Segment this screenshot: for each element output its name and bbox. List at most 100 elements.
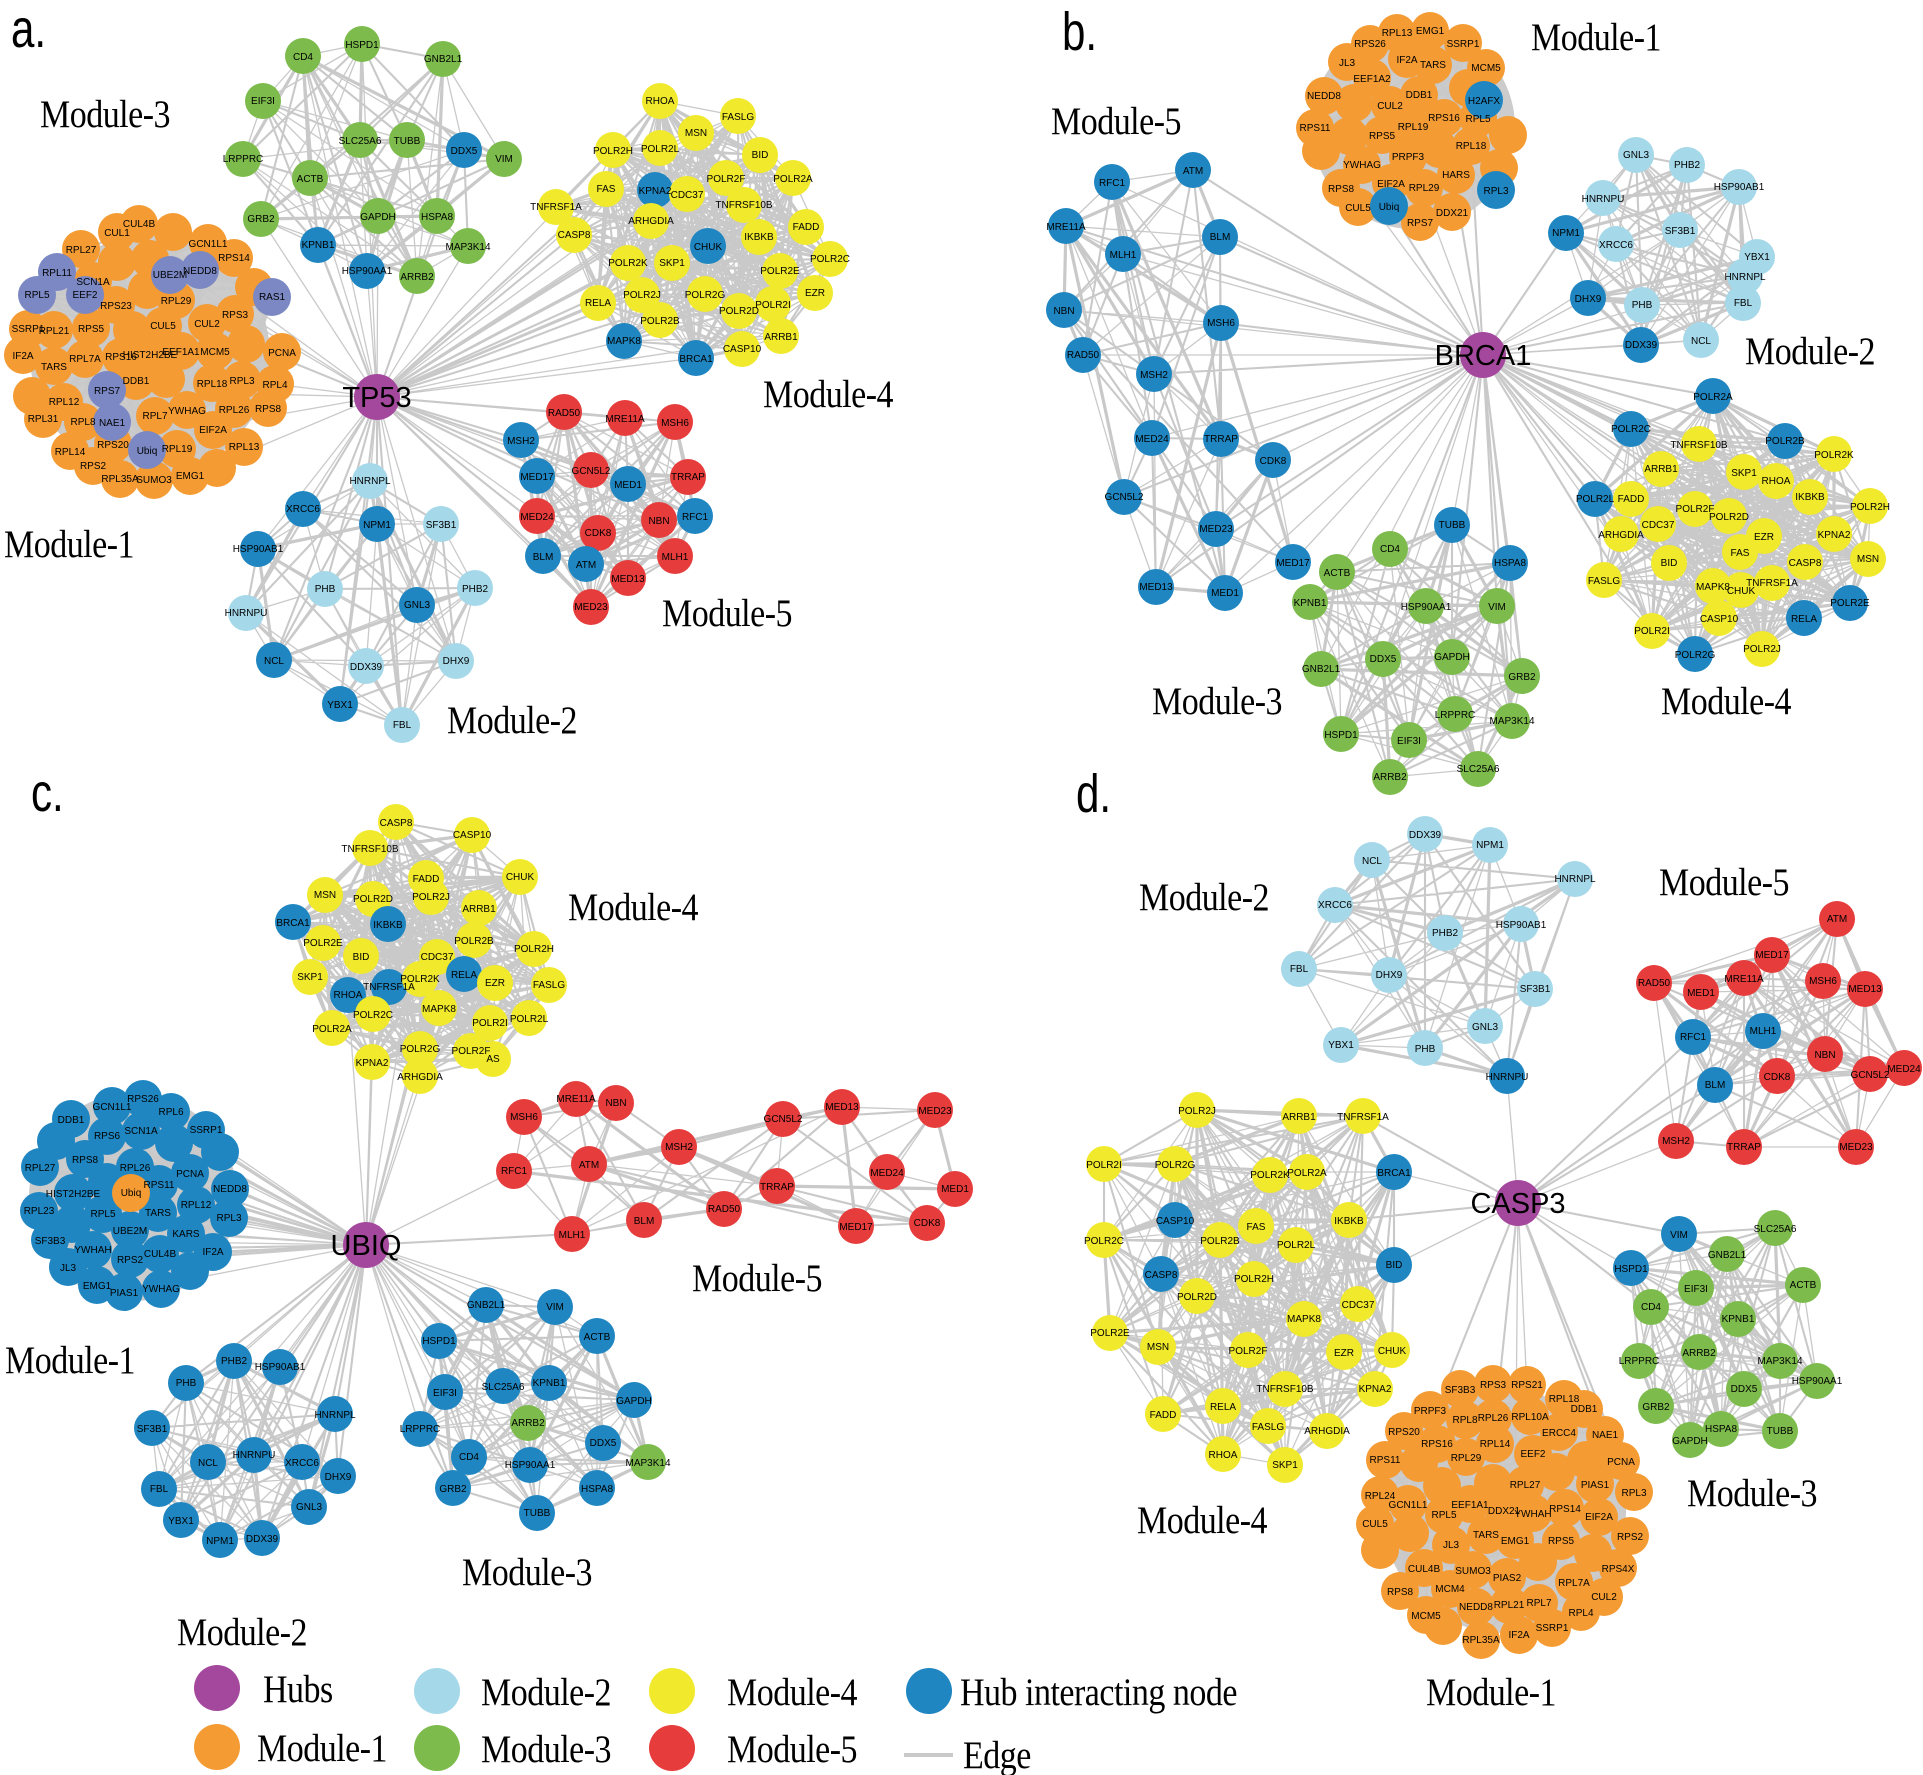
svg-text:POLR2H: POLR2H	[1234, 1274, 1274, 1285]
svg-text:RPS5: RPS5	[78, 324, 105, 335]
svg-text:CASP10: CASP10	[723, 344, 762, 355]
svg-text:HSPA8: HSPA8	[421, 212, 453, 223]
svg-text:POLR2G: POLR2G	[1675, 650, 1716, 661]
svg-text:RPS11: RPS11	[144, 1180, 175, 1191]
svg-text:d.: d.	[1076, 764, 1111, 824]
svg-text:TRRAP: TRRAP	[1204, 434, 1238, 445]
svg-text:RHOA: RHOA	[1209, 1450, 1238, 1461]
svg-text:RPS14: RPS14	[1549, 1504, 1581, 1515]
svg-text:DDX21: DDX21	[1488, 1506, 1521, 1517]
svg-text:RPL5: RPL5	[90, 1209, 115, 1220]
svg-text:POLR2K: POLR2K	[1250, 1170, 1290, 1181]
svg-text:EZR: EZR	[1754, 532, 1774, 543]
svg-text:Module-2: Module-2	[1745, 329, 1875, 373]
svg-text:MED24: MED24	[1135, 434, 1169, 445]
svg-text:RPS11: RPS11	[1300, 123, 1331, 134]
svg-text:NPM1: NPM1	[1552, 228, 1580, 239]
svg-text:POLR2F: POLR2F	[452, 1046, 491, 1057]
svg-text:RFC1: RFC1	[682, 512, 709, 523]
svg-text:DDX5: DDX5	[1731, 1384, 1758, 1395]
svg-text:HSPD1: HSPD1	[345, 40, 379, 51]
svg-text:VIM: VIM	[546, 1302, 564, 1313]
svg-text:NEDD8: NEDD8	[183, 266, 217, 277]
svg-text:POLR2C: POLR2C	[810, 254, 850, 265]
svg-text:TNFRSF1A: TNFRSF1A	[1746, 578, 1798, 589]
svg-text:MAPK8: MAPK8	[1696, 582, 1730, 593]
svg-text:LRPPRC: LRPPRC	[1619, 1356, 1660, 1367]
svg-text:SF3B3: SF3B3	[1445, 1385, 1476, 1396]
svg-text:MED17: MED17	[1276, 558, 1310, 569]
svg-text:LRPPRC: LRPPRC	[223, 154, 264, 165]
svg-text:MSH2: MSH2	[507, 436, 535, 447]
svg-text:RPS3: RPS3	[222, 310, 249, 321]
svg-text:RPS16: RPS16	[105, 352, 137, 363]
svg-text:FAS: FAS	[1731, 548, 1750, 559]
svg-text:KPNB1: KPNB1	[302, 240, 335, 251]
svg-text:GRB2: GRB2	[439, 1484, 467, 1495]
svg-text:DDB1: DDB1	[1406, 90, 1433, 101]
svg-text:IF2A: IF2A	[1396, 55, 1417, 66]
svg-text:RPL12: RPL12	[49, 397, 80, 408]
svg-text:SKP1: SKP1	[297, 972, 323, 983]
svg-text:BRCA1: BRCA1	[1435, 340, 1532, 372]
svg-text:HNRNPU: HNRNPU	[1486, 1072, 1529, 1083]
svg-text:ARRB2: ARRB2	[1373, 772, 1407, 783]
svg-text:RPS5: RPS5	[1548, 1536, 1575, 1547]
svg-text:Edge: Edge	[963, 1733, 1031, 1775]
svg-text:RPS16: RPS16	[1428, 113, 1460, 124]
svg-text:POLR2B: POLR2B	[1765, 436, 1805, 447]
svg-text:RPL7: RPL7	[1526, 1598, 1551, 1609]
svg-text:EZR: EZR	[805, 288, 825, 299]
svg-text:SF3B1: SF3B1	[1520, 984, 1551, 995]
svg-text:RPS7: RPS7	[1407, 218, 1434, 229]
svg-text:DHX9: DHX9	[443, 656, 470, 667]
svg-text:HSP90AA1: HSP90AA1	[1401, 602, 1452, 613]
svg-text:NCL: NCL	[1691, 336, 1711, 347]
svg-text:RPL12: RPL12	[181, 1200, 212, 1211]
svg-text:TUBB: TUBB	[524, 1508, 551, 1519]
svg-text:RPL6: RPL6	[158, 1107, 183, 1118]
svg-text:BID: BID	[752, 150, 769, 161]
svg-text:PIAS1: PIAS1	[110, 1288, 139, 1299]
svg-text:POLR2D: POLR2D	[1177, 1292, 1217, 1303]
svg-text:HNRNPL: HNRNPL	[349, 476, 391, 487]
svg-text:HNRNPL: HNRNPL	[314, 1410, 356, 1421]
svg-text:MAP3K14: MAP3K14	[625, 1458, 670, 1469]
svg-text:Module-2: Module-2	[447, 698, 577, 742]
svg-text:BRCA1: BRCA1	[679, 354, 713, 365]
svg-text:PIAS1: PIAS1	[1581, 1480, 1610, 1491]
svg-text:EEF2: EEF2	[72, 290, 97, 301]
svg-text:MCM5: MCM5	[200, 347, 230, 358]
svg-text:GCN1L1: GCN1L1	[93, 1102, 132, 1113]
svg-text:BID: BID	[1386, 1260, 1403, 1271]
svg-text:EIF3I: EIF3I	[1684, 1284, 1708, 1295]
svg-text:RPL21: RPL21	[39, 326, 70, 337]
svg-text:SF3B1: SF3B1	[426, 520, 457, 531]
svg-text:YBX1: YBX1	[1744, 252, 1770, 263]
svg-text:EEF1A2: EEF1A2	[1353, 74, 1391, 85]
svg-text:Ubiq: Ubiq	[1379, 202, 1400, 213]
svg-text:IKBKB: IKBKB	[373, 920, 403, 931]
svg-text:MED13: MED13	[1139, 582, 1173, 593]
svg-text:MSH2: MSH2	[1662, 1136, 1690, 1147]
svg-text:POLR2J: POLR2J	[412, 892, 450, 903]
svg-text:TARS: TARS	[145, 1208, 171, 1219]
svg-text:POLR2C: POLR2C	[353, 1010, 393, 1021]
svg-text:POLR2I: POLR2I	[472, 1018, 508, 1029]
svg-text:SCN1A: SCN1A	[76, 277, 110, 288]
svg-text:SSRP1: SSRP1	[12, 324, 45, 335]
svg-text:POLR2J: POLR2J	[1178, 1106, 1216, 1117]
svg-text:MED1: MED1	[941, 1184, 969, 1195]
svg-text:HNRNPU: HNRNPU	[225, 608, 268, 619]
svg-text:FASLG: FASLG	[1588, 576, 1620, 587]
svg-text:GCN1L1: GCN1L1	[189, 239, 228, 250]
svg-text:HSP90AB1: HSP90AB1	[1714, 182, 1765, 193]
svg-text:SUMO3: SUMO3	[136, 475, 172, 486]
svg-text:CASP8: CASP8	[1789, 558, 1822, 569]
svg-text:EZR: EZR	[1334, 1348, 1354, 1359]
svg-text:DHX9: DHX9	[325, 1472, 352, 1483]
svg-text:KPNA2: KPNA2	[1359, 1384, 1392, 1395]
svg-text:CDK8: CDK8	[1764, 1072, 1791, 1083]
svg-text:FBL: FBL	[150, 1484, 169, 1495]
svg-text:RELA: RELA	[1791, 614, 1817, 625]
